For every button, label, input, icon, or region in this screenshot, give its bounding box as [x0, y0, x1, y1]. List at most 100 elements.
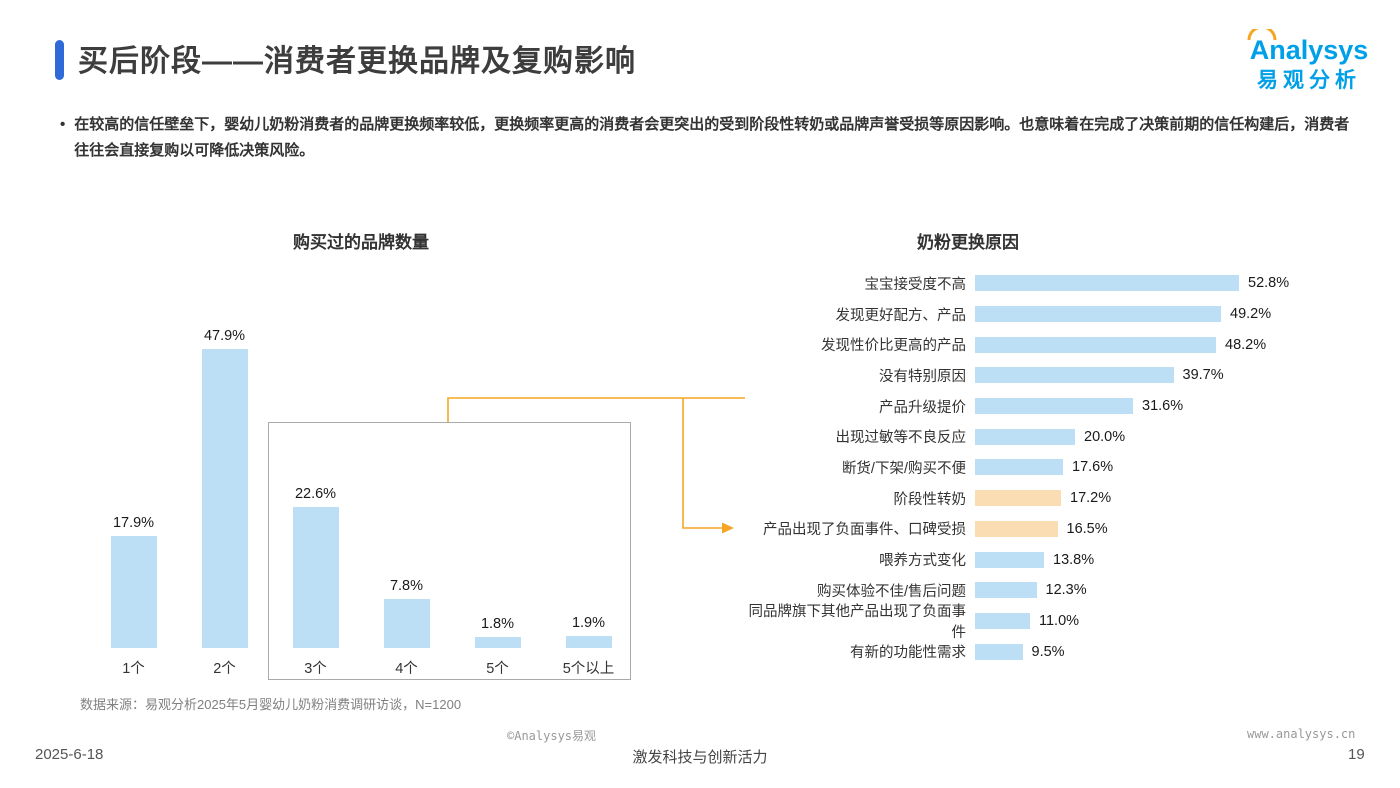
chart-row: 产品升级提价 31.6%	[737, 391, 1397, 422]
bar-value-label: 17.2%	[1070, 490, 1112, 507]
website-text: www.analysys.cn	[1247, 727, 1356, 741]
bar-value-label: 7.8%	[389, 578, 424, 595]
logo-brand-label: Analysys	[1249, 35, 1369, 65]
bar-value-label: 1.8%	[480, 615, 515, 632]
row-category-label: 喂养方式变化	[879, 553, 966, 570]
copyright-text: ©Analysys易观	[507, 729, 597, 743]
bar-column: 17.9%	[88, 515, 179, 648]
bar-value-label: 1.9%	[571, 615, 606, 632]
bar-value-label: 12.3%	[1045, 582, 1087, 599]
bar	[975, 612, 1030, 629]
bar	[975, 643, 1023, 660]
logo-brand-text: Analysys	[1247, 29, 1369, 66]
row-category-label: 发现更好配方、产品	[835, 307, 967, 324]
row-category-label: 断货/下架/购买不便	[841, 460, 966, 477]
bar	[292, 506, 339, 648]
chart-row: 出现过敏等不良反应 20.0%	[737, 421, 1397, 452]
bar-value-label: 39.7%	[1182, 367, 1224, 384]
logo-arc-icon	[1247, 29, 1277, 41]
row-category-label: 出现过敏等不良反应	[835, 430, 967, 447]
x-axis-category-label: 1个	[122, 661, 145, 677]
bar-value-label: 47.9%	[203, 328, 246, 345]
bar-column: 7.8%	[361, 578, 452, 648]
bar-value-label: 31.6%	[1142, 398, 1184, 415]
bar	[975, 336, 1216, 353]
chart-row: 购买体验不佳/售后问题 12.3%	[737, 575, 1397, 606]
bar-value-label: 13.8%	[1053, 551, 1095, 568]
bar-value-label: 20.0%	[1084, 428, 1126, 445]
chart-title-left: 购买过的品牌数量	[293, 233, 429, 252]
bar	[975, 428, 1075, 445]
highlight-box	[268, 422, 631, 680]
bar-value-label: 49.2%	[1230, 306, 1272, 323]
bar	[975, 306, 1221, 323]
chart-row: 有新的功能性需求 9.5%	[737, 636, 1397, 667]
chart-row: 同品牌旗下其他产品出现了负面事件 11.0%	[737, 604, 1397, 641]
logo-subtitle: 易观分析	[1257, 68, 1361, 92]
bar-value-label: 17.6%	[1072, 459, 1114, 476]
title-accent-bar	[55, 40, 64, 80]
x-axis-category-label: 3个	[304, 661, 327, 677]
chart-row: 阶段性转奶 17.2%	[737, 483, 1397, 514]
bar	[565, 636, 612, 648]
bar	[975, 275, 1239, 292]
brand-count-chart: 购买过的品牌数量 17.9% 47.9% 22.6% 7.8% 1.8% 1.9% 1个 2…	[88, 228, 634, 680]
bar	[975, 582, 1037, 599]
x-axis-labels: 1个 2个 3个 4个 5个 5个以上	[88, 657, 634, 678]
bar	[110, 536, 157, 648]
arrowhead-icon	[722, 522, 734, 534]
chart-row: 断货/下架/购买不便 17.6%	[737, 452, 1397, 483]
footer-slogan: 激发科技与创新活力	[632, 749, 768, 766]
horizontal-bars-area: 宝宝接受度不高 52.8% 发现更好配方、产品 49.2% 发现性价比更高的产品 48.2…	[737, 268, 1397, 667]
summary-paragraph: • 在较高的信任壁垒下，婴幼儿奶粉消费者的品牌更换频率较低，更换频率更高的消费者…	[60, 112, 1358, 165]
analysys-logo: Analysys 易观分析	[1236, 29, 1382, 92]
chart-row: 宝宝接受度不高 52.8%	[737, 268, 1397, 299]
row-category-label: 阶段性转奶	[893, 491, 967, 508]
bar	[975, 367, 1174, 384]
row-category-label: 宝宝接受度不高	[864, 276, 967, 293]
chart-row: 产品出现了负面事件、口碑受损 16.5%	[737, 514, 1397, 545]
bar	[975, 398, 1133, 415]
bullet-marker: •	[60, 116, 66, 133]
row-category-label: 有新的功能性需求	[850, 645, 966, 662]
row-category-label: 发现性价比更高的产品	[821, 338, 966, 355]
x-axis-category-label: 2个	[213, 661, 236, 677]
page-title: 买后阶段——消费者更换品牌及复购影响	[78, 45, 636, 78]
bar-column: 22.6%	[270, 486, 361, 648]
bar-value-label: 52.8%	[1248, 275, 1290, 292]
chart-row: 没有特别原因 39.7%	[737, 360, 1397, 391]
vertical-bars-area: 17.9% 47.9% 22.6% 7.8% 1.8% 1.9%	[88, 254, 634, 648]
bar	[975, 490, 1061, 507]
bar-value-label: 48.2%	[1225, 336, 1267, 353]
bar-column: 1.9%	[543, 615, 634, 648]
bar	[975, 551, 1044, 568]
switch-reasons-chart: 奶粉更换原因 宝宝接受度不高 52.8% 发现更好配方、产品 49.2% 发现性价比更高…	[737, 228, 1397, 667]
bar-value-label: 11.0%	[1039, 612, 1080, 629]
x-axis-category-label: 5个	[486, 661, 509, 677]
footer-date: 2025-6-18	[35, 746, 104, 763]
bar-value-label: 9.5%	[1031, 643, 1065, 660]
chart-row: 发现性价比更高的产品 48.2%	[737, 329, 1397, 360]
bar	[383, 599, 430, 648]
connector-drop-line	[682, 398, 722, 529]
row-category-label: 没有特别原因	[879, 368, 966, 385]
bar-column: 47.9%	[179, 328, 270, 648]
bar-value-label: 16.5%	[1066, 520, 1108, 537]
bar-value-label: 22.6%	[294, 485, 337, 502]
bar	[474, 636, 521, 648]
bar-value-label: 17.9%	[112, 515, 155, 532]
row-category-label: 同品牌旗下其他产品出现了负面事件	[748, 603, 967, 641]
bar-column: 1.8%	[452, 616, 543, 648]
chart-row: 发现更好配方、产品 49.2%	[737, 299, 1397, 330]
summary-text: 在较高的信任壁垒下，婴幼儿奶粉消费者的品牌更换频率较低，更换频率更高的消费者会更…	[74, 116, 1350, 160]
x-axis-category-label: 4个	[395, 661, 418, 677]
row-category-label: 产品出现了负面事件、口碑受损	[763, 522, 966, 539]
row-category-label: 产品升级提价	[879, 399, 966, 416]
x-axis-category-label: 5个以上	[562, 661, 615, 677]
chart-row: 喂养方式变化 13.8%	[737, 544, 1397, 575]
bar	[975, 459, 1063, 476]
row-category-label: 购买体验不佳/售后问题	[816, 583, 966, 600]
bar	[975, 520, 1058, 537]
chart-title-right: 奶粉更换原因	[917, 233, 1019, 252]
